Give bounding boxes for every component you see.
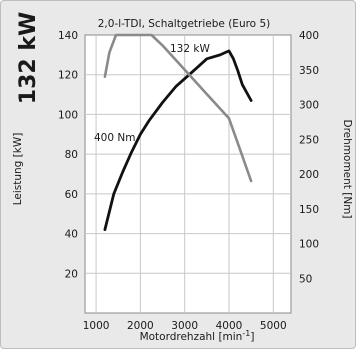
y-right-tick-label: 400	[299, 30, 319, 42]
power-rating-label: 132 kW	[16, 12, 41, 104]
y-right-tick-label: 150	[299, 204, 319, 216]
y-left-tick-label: 60	[65, 189, 78, 201]
x-grid	[95, 35, 274, 313]
x-axis-label-main: Motordrehzahl [min	[140, 331, 243, 343]
x-tick-label: 5000	[260, 320, 287, 332]
x-tick-label: 4000	[216, 320, 243, 332]
series-layer	[103, 33, 253, 232]
y-left-ticks: 20 40 60 80 100 120 140	[58, 30, 78, 280]
series-line-leistung	[103, 49, 253, 232]
chart-title: 2,0-l-TDI, Schaltgetriebe (Euro 5)	[98, 18, 270, 30]
y-right-tick-label: 350	[299, 65, 319, 77]
y-right-tick-label: 300	[299, 100, 319, 112]
y-left-tick-label: 140	[58, 30, 78, 42]
series-line-drehmoment	[103, 33, 253, 183]
y-right-tick-label: 250	[299, 134, 319, 146]
y-right-tick-label: 50	[299, 273, 312, 285]
x-axis-label-close: ]	[250, 331, 254, 343]
y-right-axis-label: Drehmoment [Nm]	[341, 119, 353, 218]
y-right-tick-label: 100	[299, 239, 319, 251]
y-left-tick-label: 20	[65, 268, 78, 280]
y-right-tick-label: 200	[299, 169, 319, 181]
torque-peak-annotation: 400 Nm	[94, 132, 135, 144]
x-axis-label: Motordrehzahl [min-1]	[140, 329, 255, 343]
x-tick-label: 1000	[83, 320, 110, 332]
x-tick-label: 3000	[171, 320, 198, 332]
y-left-tick-label: 40	[65, 229, 78, 241]
y-left-tick-label: 120	[58, 70, 78, 82]
x-axis-label-sup: -1	[242, 329, 250, 338]
power-peak-annotation: 132 kW	[170, 43, 210, 55]
y-right-ticks: 50 100 150 200 250 300 350 400	[299, 30, 319, 285]
x-tick-label: 2000	[127, 320, 154, 332]
x-ticks: 1000 2000 3000 4000 5000	[83, 320, 287, 332]
y-left-tick-label: 100	[58, 109, 78, 121]
y-left-axis-label: Leistung [kW]	[12, 133, 24, 206]
y-left-tick-label: 80	[65, 149, 78, 161]
plot-area	[84, 34, 292, 314]
